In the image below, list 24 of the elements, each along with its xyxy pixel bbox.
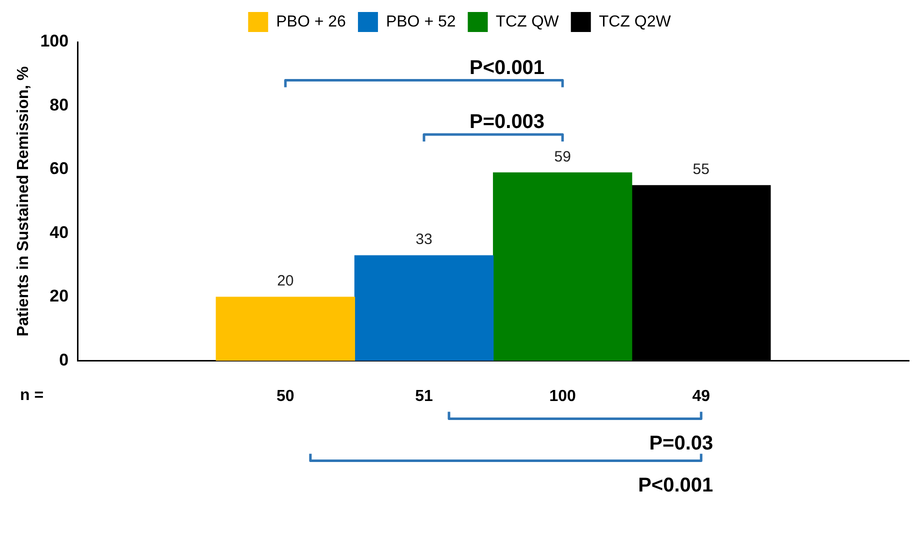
y-tick-label: 20 [50, 286, 69, 306]
x-tick-label: 51 [415, 388, 433, 405]
y-tick-label: 100 [40, 32, 69, 51]
legend-label: PBO + 26 [276, 13, 346, 30]
x-axis-title: n = [20, 387, 44, 404]
annotation: P=0.003 [469, 110, 545, 133]
x-tick-label: 50 [276, 388, 294, 405]
y-axis-title: Patients in Sustained Remission, % [15, 66, 32, 337]
y-tick-label: 40 [50, 222, 69, 242]
x-tick-label: 100 [549, 388, 576, 405]
y-tick-label: 0 [59, 350, 69, 370]
data-label: 55 [692, 161, 710, 178]
data-label: 59 [554, 148, 571, 166]
annotation: P<0.001 [469, 56, 545, 79]
y-tick-label: 60 [50, 159, 69, 178]
data-label: 20 [277, 272, 294, 290]
legend-label: TCZ QW [496, 13, 560, 30]
y-tick-label: 80 [50, 95, 69, 114]
data-label: 33 [416, 231, 432, 248]
legend-label: TCZ Q2W [598, 13, 672, 30]
x-tick-label: 49 [692, 388, 710, 405]
legend-label: PBO + 52 [386, 13, 456, 30]
text: P<0.001 [638, 474, 714, 496]
text: P=0.03 [649, 432, 714, 454]
